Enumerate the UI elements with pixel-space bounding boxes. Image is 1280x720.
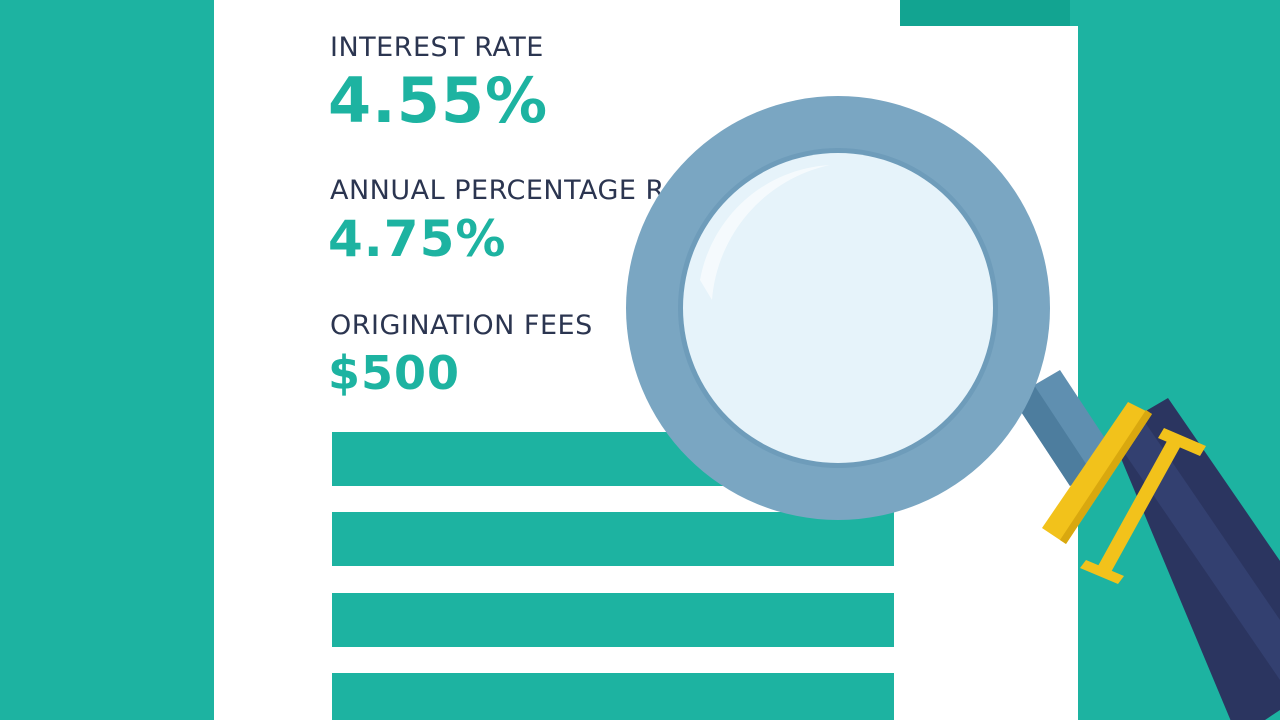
apr-value: 4.75% — [328, 210, 507, 268]
text-line-placeholder — [332, 512, 894, 566]
magnifier-ring-cap-top — [1158, 428, 1206, 456]
text-line-placeholder — [332, 593, 894, 647]
magnifier-ring-large — [1042, 402, 1152, 544]
interest-rate-value: 4.55% — [328, 64, 549, 137]
origination-fees-value: $500 — [328, 346, 461, 400]
document-back-sheet — [900, 0, 1070, 26]
origination-fees-label: ORIGINATION FEES — [330, 310, 593, 341]
magnifier-lens-highlight — [700, 165, 830, 300]
text-line-placeholder — [332, 673, 894, 720]
magnifier-lens-glass — [683, 153, 993, 463]
magnifier-ring-large-shadow — [1060, 410, 1152, 544]
magnifier-ring-thin — [1098, 432, 1184, 574]
magnifier-neck-shadow — [1012, 385, 1092, 486]
interest-rate-label: INTEREST RATE — [330, 32, 544, 63]
magnifier-ring-cap-bottom — [1080, 560, 1124, 584]
